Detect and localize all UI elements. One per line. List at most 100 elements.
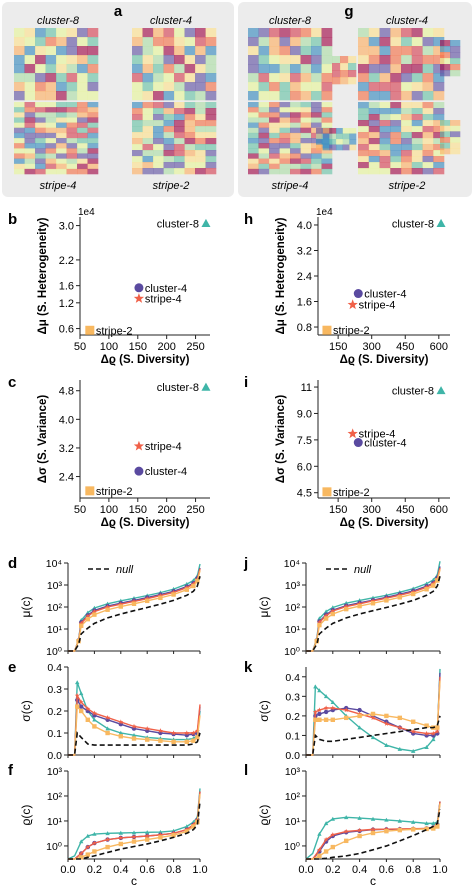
heatmap-cell	[205, 126, 217, 133]
square-marker	[184, 587, 189, 592]
star-marker	[131, 723, 137, 729]
heatmap-cell	[35, 28, 46, 38]
heatmap-cell	[132, 108, 143, 115]
heatmap-cell	[450, 148, 461, 155]
heatmap-cell	[132, 132, 143, 139]
heatmap-cell	[142, 132, 154, 139]
heatmap-cell	[174, 108, 185, 115]
star-marker	[105, 604, 111, 610]
heatmap-cell	[311, 91, 322, 101]
y-tick-label: 10¹	[47, 816, 63, 828]
y-tick-label: 10⁴	[284, 558, 300, 570]
heatmap-cell	[450, 131, 461, 138]
star-marker	[131, 834, 137, 840]
series-line-stripe-2	[306, 569, 441, 652]
y-tick-label: 0.3	[285, 691, 300, 703]
series-line-cluster-8	[306, 561, 441, 652]
heatmap-cell	[14, 148, 25, 154]
heatmap-cell	[77, 112, 88, 118]
heatmap-cell	[77, 91, 88, 101]
heatmap-cell	[195, 162, 206, 169]
heatmap-cell	[142, 144, 154, 151]
point-label-stripe-4: stripe-4	[359, 300, 396, 312]
triangle-marker	[424, 821, 429, 826]
heatmap-cell	[311, 107, 322, 113]
square-marker	[397, 715, 402, 721]
heatmap-cell	[258, 91, 270, 101]
heatmap-cell	[258, 28, 270, 38]
square-marker	[85, 852, 90, 857]
circle-marker	[323, 709, 329, 715]
heatmap-cell	[279, 148, 291, 154]
panel-letter-g: g	[344, 3, 353, 20]
x-tick-label: 0.4	[113, 864, 128, 876]
heatmap-cell	[248, 112, 259, 118]
heatmap-cell	[422, 64, 434, 74]
x-tick-label: 0.6	[140, 864, 155, 876]
star-marker	[78, 620, 84, 626]
heatmap-cell	[348, 77, 357, 85]
heatmap-cell	[163, 108, 175, 115]
heatmap-cell	[205, 168, 217, 175]
heatmap-cell	[35, 64, 46, 74]
x-tick-label: 0.2	[325, 864, 340, 876]
x-tick-label: 100	[100, 341, 118, 353]
y-tick-label: 0.4	[285, 672, 300, 684]
heatmap-cell	[258, 37, 270, 47]
heatmap-cell	[174, 162, 185, 169]
square-marker	[323, 717, 329, 722]
heatmap-cell	[56, 132, 67, 139]
star-marker	[383, 595, 389, 601]
square-marker	[322, 325, 332, 335]
heatmap-cell	[205, 102, 217, 109]
heatmap-cell	[77, 82, 88, 92]
x-tick-label: 0.0	[60, 864, 75, 876]
heatmap-cell	[290, 168, 301, 175]
heatmap-cell	[195, 28, 206, 38]
heatmap-cell	[329, 144, 337, 151]
heatmap-cell	[153, 82, 164, 92]
x-axis-label: Δϱ (S. Diversity)	[340, 354, 429, 366]
heatmap-cell	[56, 143, 67, 149]
chart-h: 150 300 450 600 0.8 1.6 2.4 3.2 4.0 1e4 Δϱ (S. Div…	[275, 207, 450, 366]
triangle-marker	[431, 737, 436, 742]
x-tick-label: 100	[100, 504, 118, 516]
panel-letter-i: i	[244, 374, 248, 391]
heatmap-cell	[379, 64, 391, 74]
label-stripe-4-right: stripe-4	[272, 180, 309, 192]
heatmap-cell	[279, 73, 291, 83]
heatmap-cell	[77, 46, 88, 56]
heatmap-cell	[349, 144, 357, 151]
heatmap-cell	[77, 37, 88, 47]
star-marker	[343, 828, 349, 834]
heatmap-cell	[411, 55, 423, 65]
point-label-cluster-8: cluster-8	[157, 218, 199, 230]
heatmap-cell	[358, 91, 370, 101]
heatmap-cell	[321, 107, 333, 113]
heatmap-cell	[66, 102, 78, 108]
star-marker	[323, 705, 329, 711]
heatmap-cell	[358, 114, 370, 121]
heatmap-cell	[269, 148, 280, 154]
heatmap-cell	[56, 158, 67, 165]
circle-marker	[317, 711, 322, 717]
series-line-null	[68, 576, 201, 652]
square-marker	[370, 711, 376, 717]
star-marker	[171, 589, 177, 595]
heatmap-cell	[279, 91, 291, 101]
square-marker	[322, 487, 332, 497]
heatmap-cell	[87, 28, 99, 38]
star-marker	[357, 601, 363, 606]
x-tick-label: 450	[396, 341, 414, 353]
heatmap-cell	[248, 153, 259, 159]
square-marker	[184, 739, 189, 744]
heatmap-cell	[35, 148, 46, 154]
heatmap-cell	[279, 122, 291, 129]
triangle-marker	[79, 839, 84, 844]
y-tick-label: 3.2	[297, 245, 312, 257]
heatmap-cell	[258, 107, 270, 113]
y-tick-label: 10³	[47, 580, 63, 592]
heatmap-cell	[321, 168, 333, 175]
heatmap-cell	[440, 142, 451, 149]
